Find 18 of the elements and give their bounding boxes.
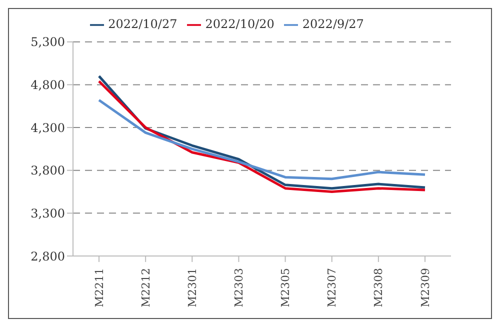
x-tick-label: M2211 <box>92 268 106 308</box>
x-tick-label: M2301 <box>186 268 199 308</box>
y-tick-label: 3,300 <box>30 206 65 220</box>
y-tick-label: 4,300 <box>30 120 65 135</box>
x-tick-label: M2309 <box>418 268 432 308</box>
line-series <box>98 98 426 180</box>
y-tick-label: 4,800 <box>30 78 65 92</box>
legend-label: 2022/10/20 <box>205 17 274 31</box>
y-tick-label: 3,800 <box>30 164 65 178</box>
x-tick-label: M2307 <box>326 268 339 308</box>
legend-label: 2022/10/27 <box>108 17 178 31</box>
y-tick-label: 2,800 <box>30 249 65 264</box>
legend-label: 2022/9/27 <box>302 17 364 31</box>
x-tick-label: M2305 <box>279 268 292 308</box>
x-tick-label: M2303 <box>232 268 246 308</box>
x-tick-label: M2308 <box>372 268 386 308</box>
x-tick-label: M2212 <box>139 268 152 308</box>
y-tick-label: 5,300 <box>30 35 65 50</box>
